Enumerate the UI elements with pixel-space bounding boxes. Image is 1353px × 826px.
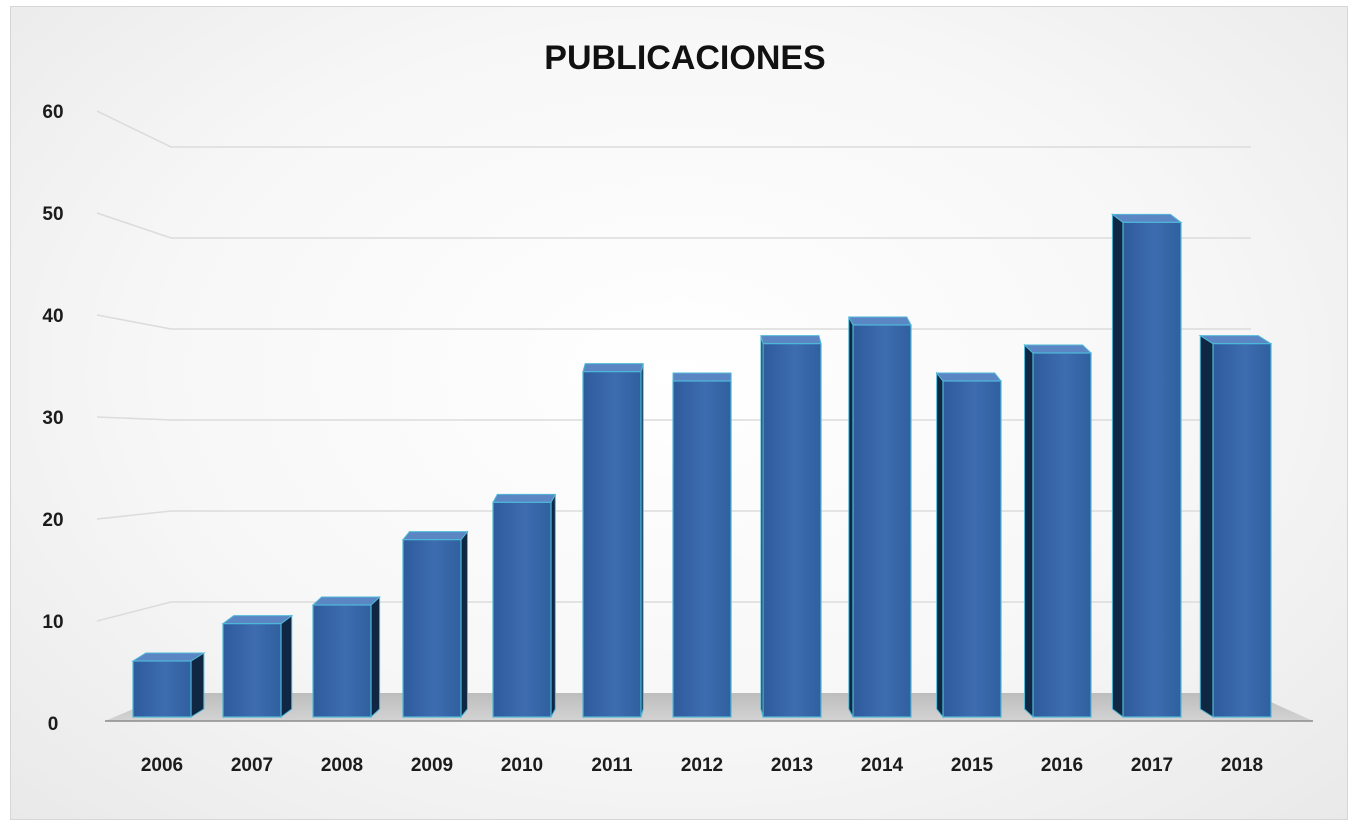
bar-top-face [672,372,732,382]
x-category-label: 2017 [1131,755,1173,776]
gridline [96,314,1251,330]
chart-title: PUBLICACIONES [544,39,825,77]
bar-top-face [935,372,1003,382]
bar-top-face [1198,335,1273,345]
bar-front-face [672,380,732,718]
x-category-label: 2009 [411,755,453,776]
bar-front-face [1122,221,1182,718]
bar-side-face [1111,213,1124,719]
bar-front-face [942,380,1002,718]
bar-2017 [1110,213,1183,719]
bar-2006 [131,652,206,718]
y-tick-label: 50 [42,204,63,225]
chart-frame: PUBLICACIONES 0 10 20 30 40 50 60 2006 2007 2008… [10,6,1348,820]
bar-side-face [1024,343,1034,719]
x-category-label: 2015 [951,755,994,776]
bar-front-face [222,623,282,718]
x-axis-categories: 2006 2007 2008 2009 2010 2011 2012 2013 2014 2015… [141,755,1263,776]
y-tick-label: 60 [42,102,63,123]
y-axis-ticks: 0 10 20 30 40 50 60 [42,102,63,735]
x-category-label: 2006 [141,755,183,776]
bar-side-face [460,530,468,719]
bar-2016 [1023,343,1093,719]
bar-2013 [760,335,822,718]
bar-top-face [221,615,294,625]
bar-2015 [935,371,1003,719]
y-tick-label: 20 [42,510,63,531]
bars [131,213,1273,719]
bar-2014 [847,316,912,718]
bar-top-face [131,652,206,662]
bar-side-face [190,652,205,718]
bar-side-face [936,371,944,719]
bar-side-face [848,316,854,718]
bar-front-face [312,604,372,718]
bar-front-face [762,343,822,718]
y-tick-label: 0 [48,714,59,735]
x-category-label: 2016 [1041,755,1083,776]
bar-top-face [311,596,381,606]
bar-top-face [492,493,557,503]
x-category-label: 2007 [231,755,273,776]
bar-top-face [760,335,822,345]
x-category-label: 2014 [861,755,904,776]
bar-front-face [1032,352,1092,718]
x-category-label: 2018 [1221,755,1263,776]
bar-side-face [280,614,293,718]
bar-chart: PUBLICACIONES 0 10 20 30 40 50 60 2006 2007 2008… [42,39,1313,776]
x-category-label: 2010 [501,755,543,776]
gridline [96,212,1251,239]
bar-front-face [402,539,462,718]
y-tick-label: 30 [42,408,63,429]
x-category-label: 2013 [771,755,813,776]
bar-2011 [582,363,644,718]
bar-2007 [221,614,294,718]
bar-2008 [311,595,381,719]
bar-top-face [1023,344,1093,354]
bar-front-face [582,371,642,718]
y-tick-label: 40 [42,306,63,327]
bar-top-face [1110,213,1183,223]
bar-front-face [492,501,552,718]
bar-front-face [1212,343,1272,718]
x-category-label: 2008 [321,755,363,776]
bar-side-face [370,595,381,719]
bar-top-face [401,531,469,541]
bar-side-face [1199,334,1214,718]
bar-top-face [582,363,644,373]
x-category-label: 2012 [681,755,723,776]
bar-front-face [132,660,192,718]
bar-side-face [550,494,556,718]
bar-2009 [401,530,469,719]
y-tick-label: 10 [42,612,63,633]
bar-2012 [672,372,732,718]
bar-2010 [492,493,557,718]
gridline [96,110,1251,148]
bar-2018 [1198,334,1273,718]
x-category-label: 2011 [591,755,633,776]
bar-front-face [852,324,912,718]
bar-top-face [847,316,912,326]
